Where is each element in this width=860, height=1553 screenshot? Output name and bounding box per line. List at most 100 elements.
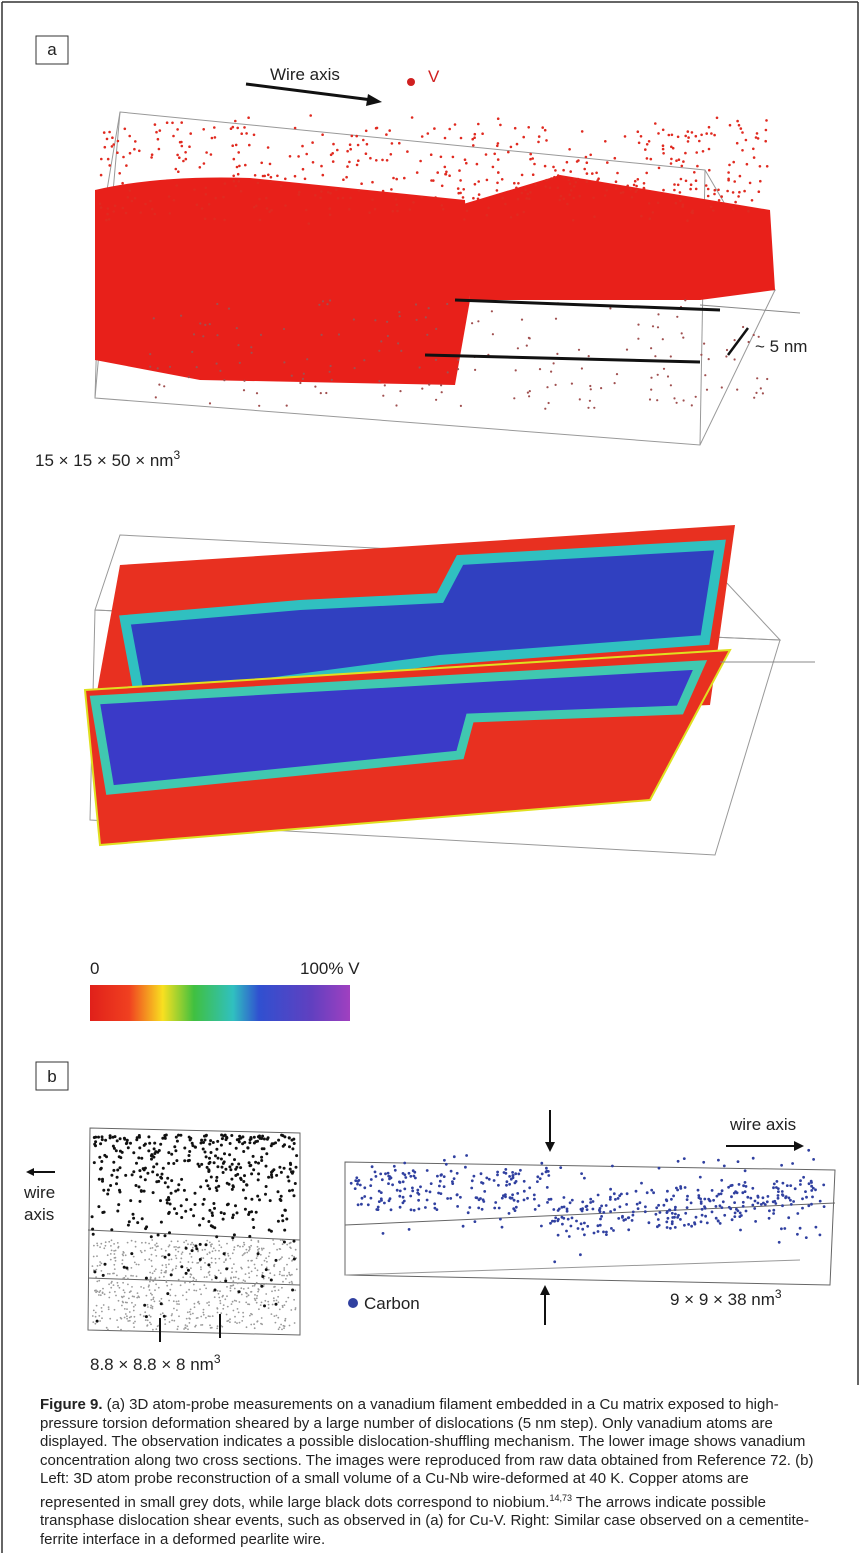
atom <box>443 1175 446 1178</box>
atom <box>101 1180 104 1183</box>
atom <box>782 1182 785 1185</box>
atom <box>202 1249 204 1251</box>
atom <box>228 308 230 310</box>
atom <box>496 182 499 185</box>
atom <box>517 1173 520 1176</box>
atom <box>295 1166 298 1169</box>
atom <box>135 1162 138 1165</box>
atom <box>413 1171 416 1174</box>
atom <box>703 1198 706 1201</box>
atom <box>159 1300 161 1302</box>
atom <box>349 197 352 200</box>
atom <box>683 1157 686 1160</box>
atom <box>281 1256 283 1258</box>
atom <box>545 1167 548 1170</box>
atom <box>98 1315 100 1317</box>
atom <box>745 1185 748 1188</box>
atom <box>498 1207 501 1210</box>
atom <box>283 1229 286 1232</box>
atom <box>557 187 560 190</box>
atom <box>144 203 147 206</box>
atom <box>515 369 517 371</box>
atom <box>325 392 327 394</box>
atom <box>168 1300 170 1302</box>
atom <box>149 1289 151 1291</box>
atom <box>559 1166 562 1169</box>
atom <box>144 1259 146 1261</box>
atom <box>202 1148 205 1151</box>
atom <box>263 1138 266 1141</box>
atom <box>681 332 683 334</box>
atom <box>288 1136 291 1139</box>
atom <box>497 171 500 174</box>
atom <box>646 1191 649 1194</box>
atom <box>702 1161 705 1164</box>
atom <box>279 1199 282 1202</box>
atom <box>278 1301 280 1303</box>
atom <box>552 166 555 169</box>
atom <box>161 1248 163 1250</box>
atom <box>392 177 395 180</box>
atom <box>298 193 301 196</box>
atom <box>627 1216 630 1219</box>
atom <box>521 319 523 321</box>
atom <box>180 1216 183 1219</box>
atom <box>208 1169 211 1172</box>
atom <box>180 1204 183 1207</box>
atom <box>275 1303 278 1306</box>
atom <box>799 1227 802 1230</box>
atom <box>585 156 588 159</box>
atom <box>652 325 654 327</box>
atom <box>152 1280 154 1282</box>
atom <box>250 1172 253 1175</box>
atom <box>242 1312 244 1314</box>
atom <box>270 1171 273 1174</box>
atom <box>654 122 657 125</box>
atom <box>199 1243 202 1246</box>
atom <box>637 338 639 340</box>
atom <box>168 1263 170 1265</box>
atom <box>504 203 507 206</box>
atom <box>736 120 739 123</box>
atom <box>165 1264 167 1266</box>
atom <box>609 1210 612 1213</box>
atom <box>250 1313 252 1315</box>
atom <box>160 1177 163 1180</box>
atom <box>678 158 681 161</box>
atom <box>342 197 345 200</box>
atom <box>811 1196 814 1199</box>
atom <box>216 1328 218 1330</box>
atom <box>291 375 293 377</box>
atom <box>632 1211 635 1214</box>
atom <box>549 1222 552 1225</box>
atom <box>240 1178 243 1181</box>
atom <box>732 208 735 211</box>
atom <box>427 132 430 135</box>
atom <box>550 177 553 180</box>
atom <box>228 1165 231 1168</box>
atom <box>274 1274 276 1276</box>
atom <box>111 136 114 139</box>
atom <box>554 169 557 172</box>
atom <box>163 385 165 387</box>
atom <box>723 1214 726 1217</box>
atom <box>614 157 617 160</box>
atom <box>105 219 108 222</box>
atom <box>400 350 402 352</box>
atom <box>130 1275 132 1277</box>
atom <box>562 1217 565 1220</box>
atom <box>182 1276 184 1278</box>
atom <box>118 1300 120 1302</box>
atom <box>218 1240 220 1242</box>
atom <box>176 128 179 131</box>
atom <box>178 1279 180 1281</box>
atom <box>433 127 436 130</box>
atom <box>329 299 331 301</box>
atom <box>167 1253 170 1256</box>
atom <box>282 1243 284 1245</box>
atom <box>211 1211 214 1214</box>
atom <box>223 379 225 381</box>
atom <box>299 382 301 384</box>
atom <box>183 1159 186 1162</box>
atom <box>220 1134 223 1137</box>
